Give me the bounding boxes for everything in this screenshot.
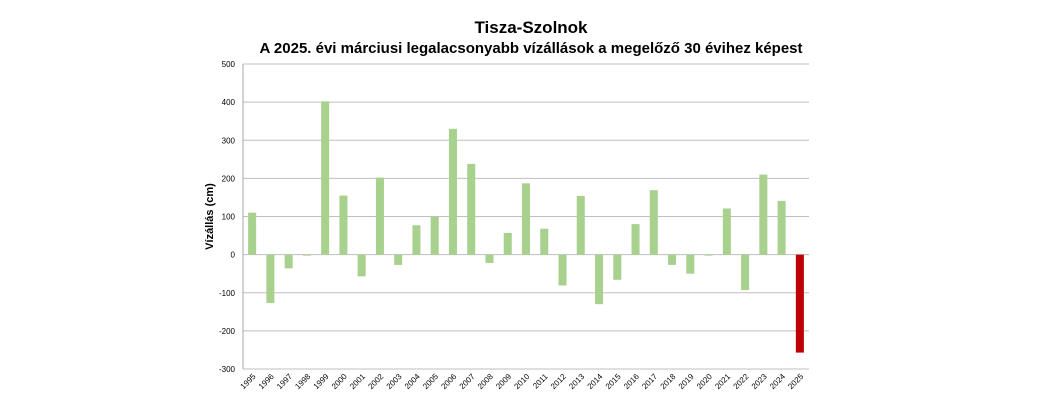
y-axis-title: Vízállás (cm) — [204, 183, 216, 250]
x-tick-label: 2005 — [421, 372, 440, 391]
x-tick-label: 2000 — [330, 372, 349, 391]
x-tick-label: 2002 — [366, 372, 385, 391]
bar — [266, 254, 275, 304]
x-tick-label: 2025 — [786, 372, 805, 391]
x-tick-label: 2009 — [494, 372, 513, 391]
bar — [467, 163, 476, 255]
x-tick-label: 2012 — [549, 372, 568, 391]
x-tick-label: 2020 — [695, 372, 714, 391]
x-tick-label: 2011 — [531, 372, 550, 391]
x-tick-label: 2014 — [585, 372, 604, 391]
bar — [394, 254, 403, 265]
x-tick-label: 2015 — [604, 372, 623, 391]
bar — [375, 177, 384, 255]
bar — [649, 190, 658, 255]
y-tick-label: 200 — [222, 174, 236, 183]
bar — [668, 254, 677, 265]
y-tick-label: 300 — [222, 136, 236, 145]
x-tick-label: 2008 — [476, 372, 495, 391]
x-tick-label: 2004 — [403, 372, 422, 391]
bar — [722, 208, 731, 255]
bar — [430, 216, 439, 255]
y-tick-label: 100 — [222, 213, 236, 222]
bar — [795, 254, 804, 353]
x-tick-label: 1996 — [257, 372, 276, 391]
bar — [302, 254, 311, 256]
bar — [448, 128, 457, 255]
chart-subtitle: A 2025. évi márciusi legalacsonyabb vízá… — [259, 40, 803, 57]
bar — [521, 183, 531, 255]
x-tick-label: 2007 — [458, 372, 477, 391]
x-tick-label: 2010 — [512, 372, 531, 391]
x-tick-label: 2022 — [732, 372, 751, 391]
y-tick-label: -300 — [219, 365, 236, 374]
bar — [613, 254, 622, 280]
x-tick-label: 2024 — [768, 372, 787, 391]
bar — [357, 254, 366, 277]
x-tick-label: 2001 — [348, 372, 367, 391]
bar — [339, 195, 348, 255]
y-tick-label: 500 — [222, 60, 236, 69]
bar — [485, 254, 494, 264]
bar — [595, 254, 604, 305]
x-tick-label: 1995 — [239, 372, 258, 391]
y-tick-label: 400 — [222, 98, 236, 107]
x-tick-label: 1999 — [312, 372, 331, 391]
bar — [759, 174, 768, 255]
y-tick-label: -100 — [219, 289, 236, 298]
bar — [558, 254, 567, 286]
bar — [631, 224, 640, 255]
x-tick-label: 2018 — [659, 372, 678, 391]
bar — [503, 232, 512, 255]
x-tick-label: 2013 — [567, 372, 586, 391]
bar — [540, 228, 549, 255]
bar — [777, 200, 786, 255]
x-tick-label: 2023 — [750, 372, 769, 391]
chart-title: Tisza-Szolnok — [474, 18, 588, 37]
x-tick-label: 2019 — [677, 372, 696, 391]
x-tick-label: 2021 — [713, 372, 732, 391]
bar — [321, 101, 330, 255]
x-tick-label: 2017 — [640, 372, 659, 391]
x-tick-label: 2003 — [385, 372, 404, 391]
y-tick-label: -200 — [219, 327, 236, 336]
y-tick-label: 0 — [231, 251, 236, 260]
x-tick-label: 1997 — [275, 372, 294, 391]
bar — [576, 195, 585, 255]
bar — [412, 225, 421, 255]
bar — [686, 254, 695, 274]
x-tick-label: 1998 — [293, 372, 312, 391]
x-tick-label: 2006 — [439, 372, 458, 391]
bar — [284, 254, 293, 269]
x-tick-label: 2016 — [622, 372, 641, 391]
bar — [741, 254, 750, 291]
bar — [248, 212, 257, 255]
bar — [704, 254, 713, 256]
